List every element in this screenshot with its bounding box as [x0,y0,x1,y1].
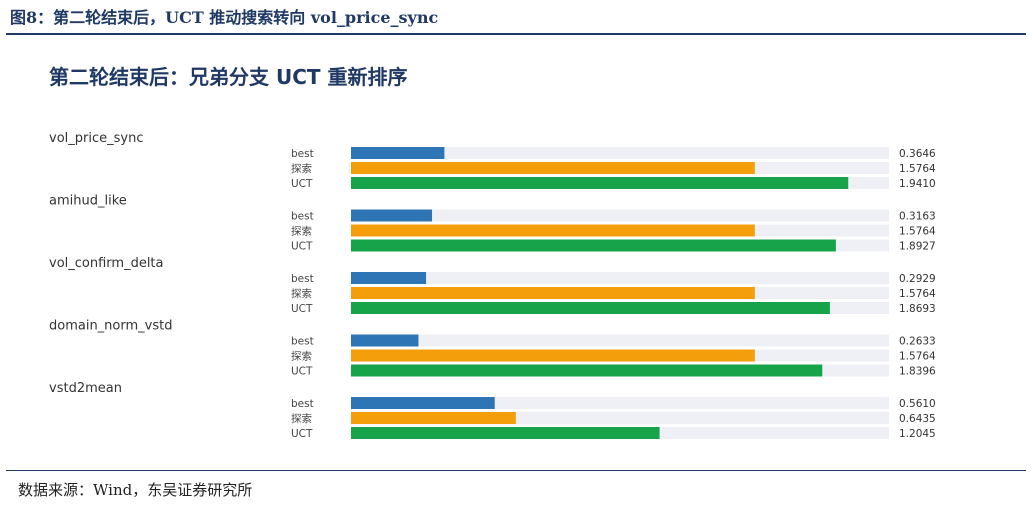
value-label: 0.6435 [899,413,936,425]
value-label: 1.2045 [899,428,936,440]
value-label: 1.8396 [899,366,936,378]
bar [351,412,516,424]
bar-track [351,209,889,222]
row-label: best [291,211,314,223]
row-label: best [291,273,314,285]
group-label: vstd2mean [49,381,122,396]
bar [351,239,836,252]
value-label: 1.5764 [899,288,936,300]
row-label: UCT [291,428,313,440]
chart-title: 第二轮结束后：兄弟分支 UCT 重新排序 [49,65,408,89]
row-label: UCT [291,241,313,253]
bar [351,397,495,409]
bar-track [351,334,889,347]
figure-caption: 图8：第二轮结束后，UCT 推动搜索转向 vol_price_sync [10,8,439,27]
value-label: 0.2633 [899,336,936,348]
top-rule [6,33,1026,35]
group-label: amihud_like [49,194,127,209]
value-label: 1.8927 [899,241,936,253]
row-label: UCT [291,303,313,315]
bar [351,349,755,362]
group-label: vol_price_sync [49,131,143,146]
value-label: 1.8693 [899,303,936,315]
value-label: 0.2929 [899,273,936,285]
value-label: 1.5764 [899,351,936,363]
group-label: vol_confirm_delta [49,256,164,271]
bar [351,177,849,189]
bar-track [351,272,889,284]
row-label: best [291,336,314,348]
group-label: domain_norm_vstd [49,319,172,334]
bar [351,209,433,222]
bar [351,427,660,439]
row-label: 探索 [291,162,312,175]
row-label: UCT [291,366,313,378]
value-label: 0.3163 [899,211,936,223]
bar [351,162,755,174]
value-label: 1.5764 [899,226,936,238]
row-label: 探索 [291,225,312,238]
row-label: 探索 [291,287,312,300]
row-label: 探索 [291,412,312,425]
bar-track [351,147,889,159]
value-label: 1.5764 [899,163,936,175]
bar [351,334,419,347]
bar [351,224,755,237]
value-label: 1.9410 [899,178,936,190]
row-label: 探索 [291,350,312,363]
bar [351,147,445,159]
value-label: 0.5610 [899,398,936,410]
row-label: best [291,398,314,410]
row-label: best [291,148,314,160]
bar [351,287,755,299]
bar [351,302,830,314]
source-note: 数据来源：Wind，东吴证券研究所 [18,481,253,499]
bottom-rule [6,470,1026,471]
bar [351,272,427,284]
bar [351,364,823,377]
row-label: UCT [291,178,313,190]
value-label: 0.3646 [899,148,936,160]
